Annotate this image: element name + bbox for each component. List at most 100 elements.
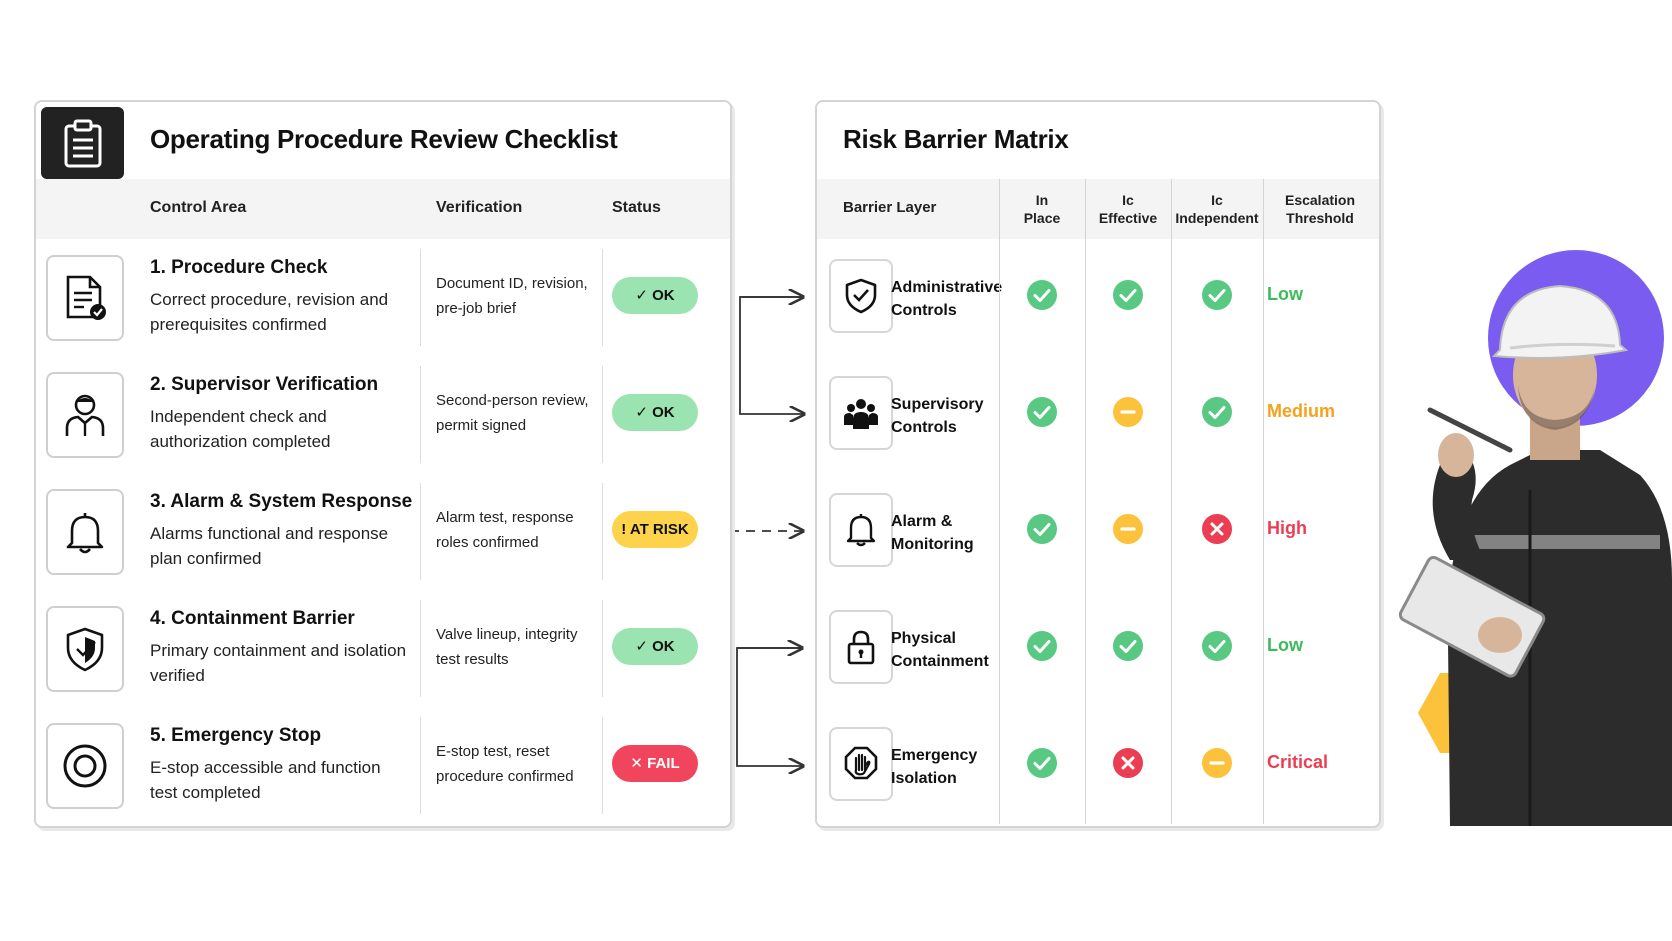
status-badge-ok: ✓ OK <box>612 394 698 431</box>
row-title: 2. Supervisor Verification <box>150 374 379 395</box>
escalation-threshold: Low <box>1267 284 1303 304</box>
column-header-escalation-threshold: Escalation Threshold <box>1284 192 1356 226</box>
barrier-layer-name: Supervisory Controls <box>891 396 984 436</box>
hard-hat <box>1491 284 1629 359</box>
independent-partial-icon <box>1202 748 1232 778</box>
independent-ok-icon <box>1202 280 1232 310</box>
escalation-threshold: High <box>1267 518 1307 538</box>
escalation-threshold: Medium <box>1267 401 1336 421</box>
row-description: E-stop accessible and function test comp… <box>150 758 381 802</box>
row-verification: Second-person review, permit signed <box>436 392 589 434</box>
icon-tile <box>46 606 124 692</box>
exclamation-icon: ! <box>621 521 630 538</box>
effective-fail-icon <box>1113 748 1143 778</box>
matrix-row: Administrative Controls Low <box>817 239 1379 358</box>
column-header-status: Status <box>612 199 661 216</box>
column-header-barrier-layer: Barrier Layer <box>843 199 937 216</box>
bell-icon <box>66 513 104 554</box>
check-icon: ✓ <box>635 287 653 304</box>
escalation-threshold: Low <box>1267 635 1303 655</box>
check-icon: ✓ <box>635 638 653 655</box>
in-place-ok-icon <box>1027 397 1057 427</box>
row-title: 1. Procedure Check <box>150 257 328 278</box>
shield-check-icon <box>845 278 877 314</box>
independent-fail-icon <box>1202 514 1232 544</box>
barrier-layer-name: Alarm & Monitoring <box>891 513 974 553</box>
matrix-row: Supervisory Controls Medium <box>817 356 1379 475</box>
shield-icon <box>66 627 104 672</box>
matrix-row: Physical Containment Low <box>817 590 1379 709</box>
status-badge-fail: ✕ FAIL <box>612 745 698 782</box>
icon-tile <box>46 255 124 341</box>
column-header-control-area: Control Area <box>150 199 247 216</box>
in-place-ok-icon <box>1027 280 1057 310</box>
clipboard-icon <box>64 119 102 168</box>
effective-partial-icon <box>1113 397 1143 427</box>
checklist-row-supervisor-verification: 2. Supervisor Verification Independent c… <box>36 356 730 475</box>
barrier-icon-tile <box>829 376 893 450</box>
barrier-icon-tile <box>829 610 893 684</box>
x-icon: ✕ <box>630 755 648 772</box>
barrier-icon-tile <box>829 259 893 333</box>
matrix-row: Alarm & Monitoring High <box>817 473 1379 592</box>
effective-ok-icon <box>1113 631 1143 661</box>
in-place-ok-icon <box>1027 748 1057 778</box>
icon-tile <box>46 489 124 575</box>
status-badge-at-risk: ! AT RISK <box>612 511 698 548</box>
checklist-column-headers: Control Area Verification Status <box>36 179 730 241</box>
row-verification: Valve lineup, integrity test results <box>436 626 578 668</box>
row-title: 3. Alarm & System Response <box>150 491 413 512</box>
icon-tile <box>46 723 124 809</box>
row-verification: E-stop test, reset procedure confirmed <box>436 743 574 785</box>
matrix-column-headers: Barrier Layer In Place Ic Effective Ic I… <box>817 179 1379 241</box>
check-icon: ✓ <box>635 404 653 421</box>
barrier-icon-tile <box>829 727 893 801</box>
risk-barrier-matrix-panel: Risk Barrier Matrix Barrier Layer In Pla… <box>815 100 1381 828</box>
row-verification: Document ID, revision, pre-job brief <box>436 275 588 317</box>
clipboard-icon-box <box>41 107 124 179</box>
row-description: Correct procedure, revision and prerequi… <box>150 290 389 334</box>
procedure-checklist-panel: Operating Procedure Review Checklist Con… <box>34 100 732 828</box>
matrix-title: Risk Barrier Matrix <box>843 124 1069 154</box>
people-group-icon <box>844 399 878 429</box>
column-header-in-place: In Place <box>1023 192 1061 226</box>
row-description: Alarms functional and response plan conf… <box>150 524 389 568</box>
padlock-icon <box>847 630 875 665</box>
row-verification: Alarm test, response roles confirmed <box>436 509 574 551</box>
row-description: Primary containment and isolation verifi… <box>150 641 407 685</box>
barrier-icon-tile <box>829 493 893 567</box>
in-place-ok-icon <box>1027 514 1057 544</box>
column-header-verification: Verification <box>436 199 523 216</box>
safety-worker-illustration <box>1398 250 1672 826</box>
bell-icon <box>846 514 876 547</box>
matrix-row: Emergency Isolation Critical <box>817 707 1379 824</box>
checklist-row-alarm-system-response: 3. Alarm & System Response Alarms functi… <box>36 473 730 592</box>
effective-ok-icon <box>1113 280 1143 310</box>
connector-1-2 <box>739 296 804 414</box>
independent-ok-icon <box>1202 397 1232 427</box>
status-badge-ok: ✓ OK <box>612 628 698 665</box>
icon-tile <box>46 372 124 458</box>
connector-4-5 <box>736 647 803 766</box>
effective-partial-icon <box>1113 514 1143 544</box>
column-header-effective: Ic Effective <box>1098 192 1158 226</box>
row-title: 5. Emergency Stop <box>150 725 322 746</box>
escalation-threshold: Critical <box>1267 752 1329 772</box>
barrier-layer-name: Emergency Isolation <box>891 747 978 787</box>
hand-stop-icon <box>844 746 878 780</box>
column-header-independent: Ic Independent <box>1175 192 1259 226</box>
in-place-ok-icon <box>1027 631 1057 661</box>
independent-ok-icon <box>1202 631 1232 661</box>
emergency-stop-icon <box>63 744 107 788</box>
document-check-icon <box>66 275 106 320</box>
status-badge-ok: ✓ OK <box>612 277 698 314</box>
checklist-row-procedure-check: 1. Procedure Check Correct procedure, re… <box>36 239 730 358</box>
barrier-layer-name: Administrative Controls <box>891 279 1003 319</box>
row-title: 4. Containment Barrier <box>150 608 355 629</box>
checklist-row-containment-barrier: 4. Containment Barrier Primary containme… <box>36 590 730 709</box>
row-description: Independent check and authorization comp… <box>150 407 331 451</box>
pen <box>1427 407 1513 453</box>
checklist-title-bar: Operating Procedure Review Checklist <box>36 102 730 181</box>
barrier-layer-name: Physical Containment <box>891 630 989 670</box>
